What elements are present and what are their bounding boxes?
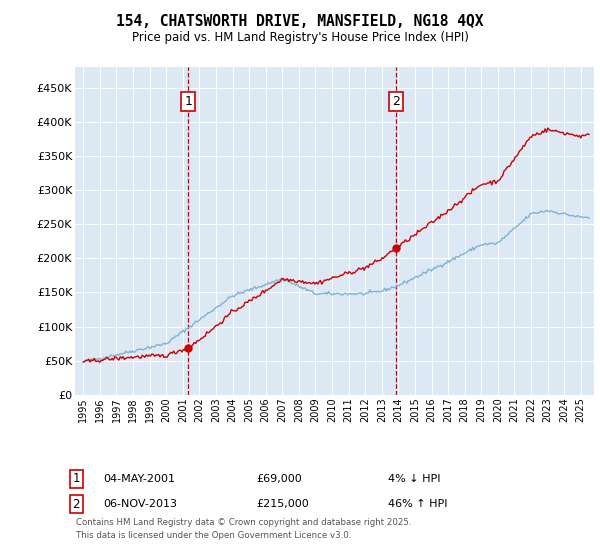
Text: 06-NOV-2013: 06-NOV-2013 xyxy=(103,499,177,509)
Text: £69,000: £69,000 xyxy=(256,474,302,484)
Text: 46% ↑ HPI: 46% ↑ HPI xyxy=(388,499,448,509)
Text: 2: 2 xyxy=(392,95,400,108)
Text: 1: 1 xyxy=(184,95,193,108)
Text: 154, CHATSWORTH DRIVE, MANSFIELD, NG18 4QX: 154, CHATSWORTH DRIVE, MANSFIELD, NG18 4… xyxy=(116,14,484,29)
Text: Price paid vs. HM Land Registry's House Price Index (HPI): Price paid vs. HM Land Registry's House … xyxy=(131,31,469,44)
Text: 04-MAY-2001: 04-MAY-2001 xyxy=(103,474,175,484)
Text: 1: 1 xyxy=(73,472,80,486)
Text: £215,000: £215,000 xyxy=(256,499,309,509)
Text: 4% ↓ HPI: 4% ↓ HPI xyxy=(388,474,440,484)
Text: 2: 2 xyxy=(73,497,80,511)
Text: Contains HM Land Registry data © Crown copyright and database right 2025.
This d: Contains HM Land Registry data © Crown c… xyxy=(76,519,412,540)
